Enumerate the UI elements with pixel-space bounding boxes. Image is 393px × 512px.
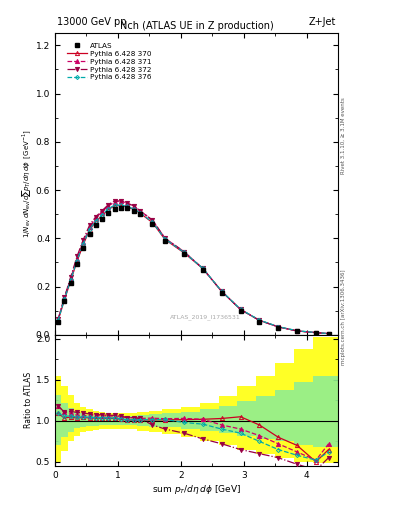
Legend: ATLAS, Pythia 6.428 370, Pythia 6.428 371, Pythia 6.428 372, Pythia 6.428 376: ATLAS, Pythia 6.428 370, Pythia 6.428 37…: [67, 43, 152, 80]
Text: Z+Jet: Z+Jet: [309, 16, 336, 27]
Text: mcplots.cern.ch [arXiv:1306.3436]: mcplots.cern.ch [arXiv:1306.3436]: [341, 270, 346, 365]
Y-axis label: $1/N_\mathrm{ev}\;dN_\mathrm{ev}/d\!\sum\! p_T/d\eta\,d\phi\;\;[\mathrm{GeV}^{-1: $1/N_\mathrm{ev}\;dN_\mathrm{ev}/d\!\sum…: [20, 130, 33, 239]
Text: ATLAS_2019_I1736531: ATLAS_2019_I1736531: [170, 314, 241, 319]
Text: 13000 GeV pp: 13000 GeV pp: [57, 16, 127, 27]
Title: Nch (ATLAS UE in Z production): Nch (ATLAS UE in Z production): [119, 21, 274, 31]
Text: Rivet 3.1.10, ≥ 3.1M events: Rivet 3.1.10, ≥ 3.1M events: [341, 97, 346, 174]
Y-axis label: Ratio to ATLAS: Ratio to ATLAS: [24, 372, 33, 429]
X-axis label: sum $p_T/d\eta\,d\phi$ [GeV]: sum $p_T/d\eta\,d\phi$ [GeV]: [152, 482, 241, 496]
